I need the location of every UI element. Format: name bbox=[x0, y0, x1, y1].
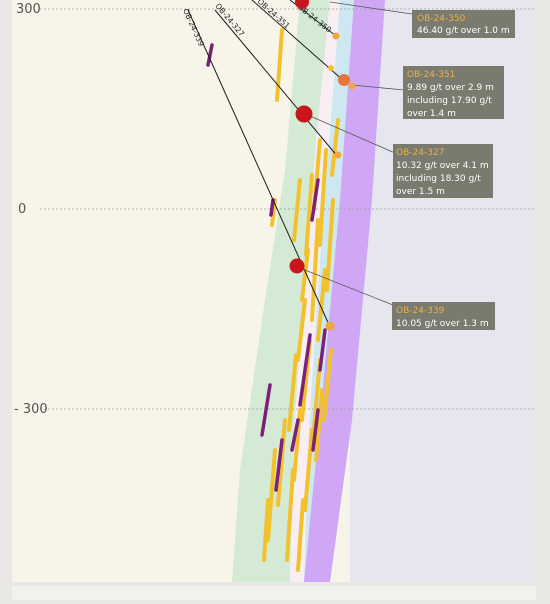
callout-ob-24-350: OB-24-350 46.40 g/t over 1.0 m bbox=[412, 10, 515, 38]
purple-vein-group bbox=[206, 43, 327, 492]
callout-line: over 1.4 m bbox=[407, 109, 456, 119]
callout-line: 10.32 g/t over 4.1 m bbox=[396, 161, 489, 171]
callout-title: OB-24-327 bbox=[396, 148, 444, 158]
footer-strip bbox=[12, 586, 536, 600]
callout-title: OB-24-351 bbox=[407, 70, 455, 80]
intercept-ob-24-327 bbox=[295, 105, 313, 123]
callout-line: including 18.30 g/t bbox=[396, 174, 481, 184]
gold-vein-group bbox=[262, 28, 340, 572]
callout-line: 9.89 g/t over 2.9 m bbox=[407, 83, 494, 93]
elevation-label-minus-300: - 300 bbox=[14, 402, 48, 417]
callout-line: including 17.90 g/t bbox=[407, 96, 492, 106]
intercept-minor-1 bbox=[328, 65, 334, 71]
elevation-label-0: 0 bbox=[18, 202, 26, 217]
callout-title: OB-24-339 bbox=[396, 306, 445, 316]
callout-ob-24-327: OB-24-327 10.32 g/t over 4.1 m including… bbox=[393, 144, 493, 198]
intercept-ob-24-339-end bbox=[325, 321, 335, 331]
ultramafic-unit bbox=[304, 0, 385, 582]
elevation-grid bbox=[40, 8, 536, 410]
intercept-ob-24-351-end bbox=[348, 82, 356, 90]
callout-ob-24-351: OB-24-351 9.89 g/t over 2.9 m including … bbox=[403, 66, 504, 119]
intercept-ob-24-350 bbox=[295, 0, 309, 9]
intercept-ob-24-350-end bbox=[332, 32, 340, 40]
callout-line: over 1.5 m bbox=[396, 187, 445, 197]
intercept-ob-24-327-end bbox=[334, 151, 342, 159]
callout-title: OB-24-350 bbox=[417, 14, 466, 24]
callout-line: 10.05 g/t over 1.3 m bbox=[396, 319, 489, 329]
callout-line: 46.40 g/t over 1.0 m bbox=[417, 26, 510, 36]
callout-leaders bbox=[299, 1, 413, 306]
intercept-markers bbox=[289, 0, 356, 331]
intercept-ob-24-339 bbox=[289, 258, 305, 274]
callout-ob-24-339: OB-24-339 10.05 g/t over 1.3 m bbox=[392, 302, 495, 330]
elevation-label-300: 300 bbox=[16, 2, 41, 17]
intercept-ob-24-351 bbox=[338, 74, 350, 86]
